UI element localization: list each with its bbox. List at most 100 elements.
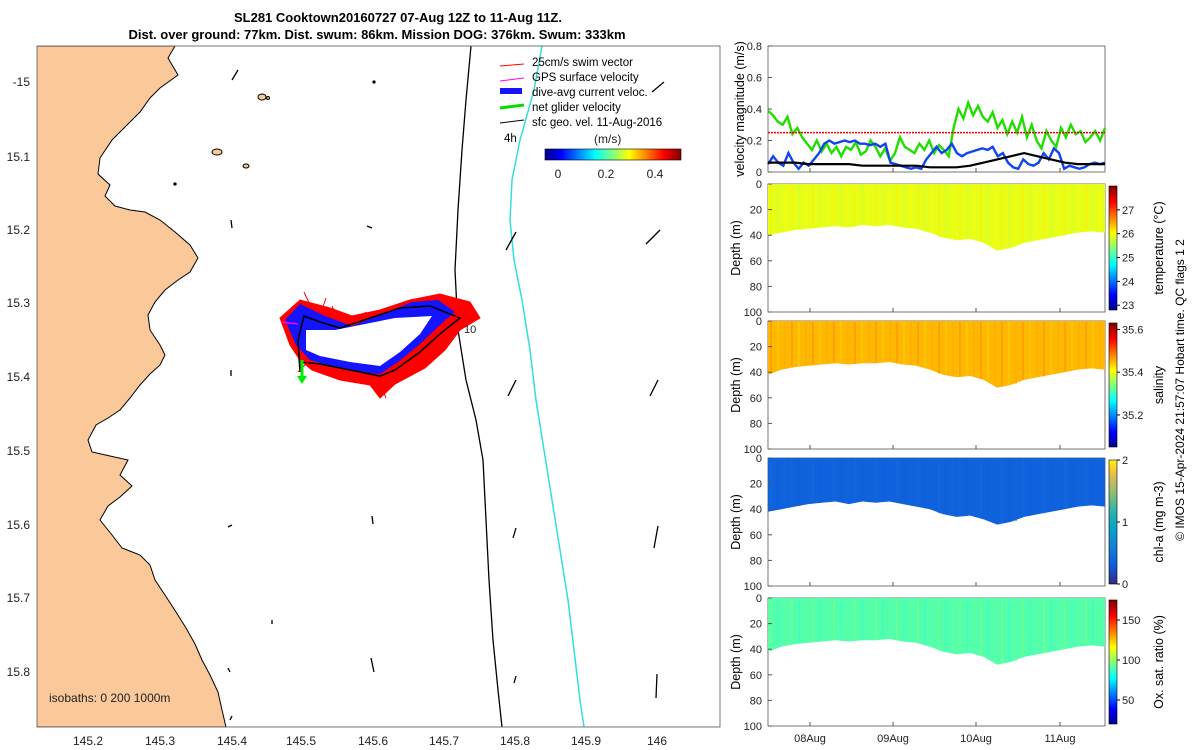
island xyxy=(242,163,250,169)
island xyxy=(211,148,223,156)
cbar-label: Ox. sat. ratio (%) xyxy=(1152,615,1166,709)
cbar-tick-label: 26 xyxy=(1122,229,1134,241)
section-ylabel: Depth (m) xyxy=(729,494,743,550)
cbar-tick-label: 2 xyxy=(1122,455,1128,467)
legend-entry-net: net glider velocity xyxy=(499,102,621,114)
legend-entry-current: dive-avg current veloc. xyxy=(500,87,648,99)
velocity-series-line xyxy=(767,99,1107,164)
isobath-200m xyxy=(454,46,503,727)
colorbar-tick: 0 xyxy=(555,167,562,181)
depth-tick-label: 80 xyxy=(750,418,762,430)
section-ylabel: Depth (m) xyxy=(729,634,743,690)
track-inner xyxy=(306,316,432,366)
velocity-y-ticks: 0 0.2 0.4 0.6 0.8 xyxy=(747,41,1061,179)
depth-tick-label: 40 xyxy=(750,644,762,656)
depth-tick-label: 80 xyxy=(750,281,762,293)
legend-net-label: net glider velocity xyxy=(532,102,621,114)
depth-tick-label: 0 xyxy=(756,453,762,465)
map-x-ticks: 145.2 145.3 145.4 145.5 145.6 145.7 145.… xyxy=(73,734,667,748)
track-marker-label: 10 xyxy=(464,324,476,336)
x-tick-09aug: 09Aug xyxy=(877,733,909,745)
cbar-tick-label: 0 xyxy=(1122,579,1128,591)
depth-tick-label: 60 xyxy=(750,530,762,542)
depth-tick-label: 60 xyxy=(750,256,762,268)
y-tick: 15.5 xyxy=(7,444,31,458)
section-ylabel: Depth (m) xyxy=(729,220,743,276)
island xyxy=(257,93,267,101)
depth-tick-label: 80 xyxy=(750,555,762,567)
section-field xyxy=(768,321,1105,388)
net-glider-arrowhead xyxy=(297,376,307,384)
depth-tick-label: 40 xyxy=(750,504,762,516)
x-tick: 145.3 xyxy=(145,734,175,748)
section-panel: 0 20 40 60 80 100 Depth (m) 23 24 25 26 27 temperatu… xyxy=(729,179,1166,319)
section-field xyxy=(768,458,1105,525)
isobath-label: isobaths: 0 200 1000m xyxy=(49,691,170,705)
track-line xyxy=(297,305,462,377)
cbar-tick-label: 35.4 xyxy=(1122,367,1143,379)
map-colorbar xyxy=(544,148,682,161)
depth-tick-label: 40 xyxy=(750,367,762,379)
x-tick-08aug: 08Aug xyxy=(794,733,826,745)
x-tick: 145.9 xyxy=(571,734,601,748)
section-ylabel: Depth (m) xyxy=(729,357,743,413)
map-frame xyxy=(36,45,721,728)
legend-entry-gps: GPS surface velocity xyxy=(499,72,639,84)
x-tick: 146 xyxy=(647,734,667,748)
cbar-tick-label: 25 xyxy=(1122,253,1134,265)
legend-sample-arrow xyxy=(651,81,665,93)
section-panel: 0 20 40 60 80 100 Depth (m) 50 100 150 Ox. sat. ra… xyxy=(729,593,1166,733)
depth-tick-label: 20 xyxy=(750,342,762,354)
depth-tick-label: 20 xyxy=(750,619,762,631)
y-tick-label: 0.4 xyxy=(747,104,762,116)
cbar-tick-label: 50 xyxy=(1122,695,1134,707)
y-tick-label: 0.6 xyxy=(747,73,762,85)
section-panel: 0 20 40 60 80 100 Depth (m) 0 1 2 chl-a (mg m-3) xyxy=(729,453,1166,593)
depth-tick-label: 100 xyxy=(744,444,762,456)
cbar-tick-label: 1 xyxy=(1122,517,1128,529)
map-y-ticks: -15 15.1 15.2 15.3 15.4 15.5 15.6 15.7 1… xyxy=(7,75,31,679)
duration-label: 4h xyxy=(504,133,517,145)
depth-tick-label: 100 xyxy=(744,721,762,733)
cbar-label: chl-a (mg m-3) xyxy=(1152,481,1166,562)
cbar-label: salinity xyxy=(1152,365,1166,404)
x-tick: 145.7 xyxy=(429,734,459,748)
cbar-tick-label: 100 xyxy=(1122,655,1140,667)
x-tick-11aug: 11Aug xyxy=(1045,733,1076,745)
y-tick-label: 0.8 xyxy=(747,41,762,53)
island xyxy=(266,96,270,100)
depth-tick-label: 80 xyxy=(750,695,762,707)
glider-track: 10 xyxy=(279,291,481,399)
x-tick: 145.6 xyxy=(358,734,388,748)
y-tick-label: 0.2 xyxy=(747,136,762,148)
x-tick: 145.2 xyxy=(73,734,103,748)
depth-tick-label: 100 xyxy=(744,307,762,319)
cbar-tick-label: 23 xyxy=(1122,300,1134,312)
map-panel: 10 isobaths: 0 200 1000m xyxy=(7,45,721,748)
section-colorbar xyxy=(1108,459,1118,585)
y-tick: 15.2 xyxy=(7,223,31,237)
x-tick: 145.4 xyxy=(217,734,247,748)
legend-swim-label: 25cm/s swim vector xyxy=(532,57,633,69)
velocity-series xyxy=(766,99,1107,171)
depth-tick-label: 60 xyxy=(750,670,762,682)
y-tick: 15.3 xyxy=(7,296,31,310)
depth-tick-label: 0 xyxy=(756,316,762,328)
velocity-panel: 0 0.2 0.4 0.6 0.8 velocity magnitude (m/s) xyxy=(733,41,1107,179)
legend-current-label: dive-avg current veloc. xyxy=(532,87,648,99)
x-tick-10aug: 10Aug xyxy=(960,733,992,745)
depth-tick-label: 0 xyxy=(756,179,762,191)
cbar-tick-label: 27 xyxy=(1122,205,1134,217)
depth-tick-label: 0 xyxy=(756,593,762,605)
map-title-line1: SL281 Cooktown20160727 07-Aug 12Z to 11-… xyxy=(234,10,562,25)
y-tick: -15 xyxy=(13,75,31,89)
section-field xyxy=(768,184,1105,251)
coastline-land xyxy=(37,46,227,727)
section-colorbar xyxy=(1108,599,1118,725)
y-tick: 15.6 xyxy=(7,518,31,532)
legend-entry-swim: 25cm/s swim vector xyxy=(499,57,633,69)
gps-velocity-arrow xyxy=(281,321,299,325)
depth-tick-label: 60 xyxy=(750,393,762,405)
section-colorbar xyxy=(1108,322,1118,448)
